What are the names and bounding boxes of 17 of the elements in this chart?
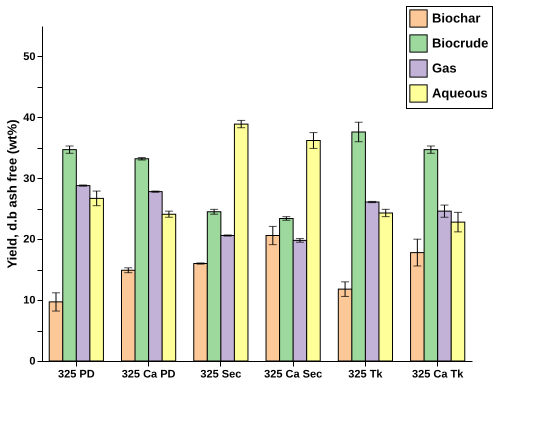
y-tick-label: 30 [23,172,36,185]
y-tick-label: 40 [23,112,36,124]
y-tick-label: 50 [23,50,36,63]
y-tick-label: 10 [23,294,36,307]
legend-label: Gas [432,60,457,76]
y-tick-label: 20 [23,234,36,246]
y-axis-title: Yield, d.b ash free (wt%) [4,119,20,269]
x-tick-label: 325 Sec [200,368,242,380]
x-tick-label: 325 Ca Tk [412,368,464,380]
x-tick-label: 325 Ca PD [122,368,176,380]
legend-label: Biocrude [432,36,488,50]
legend-label: Aqueous [432,86,488,100]
x-tick-label: 325 Tk [348,368,384,380]
legend-label: Biochar [432,10,480,26]
x-tick-label: 325 PD [58,368,95,380]
x-tick-label: 325 Ca Sec [264,368,322,380]
y-tick-label: 0 [29,356,36,368]
